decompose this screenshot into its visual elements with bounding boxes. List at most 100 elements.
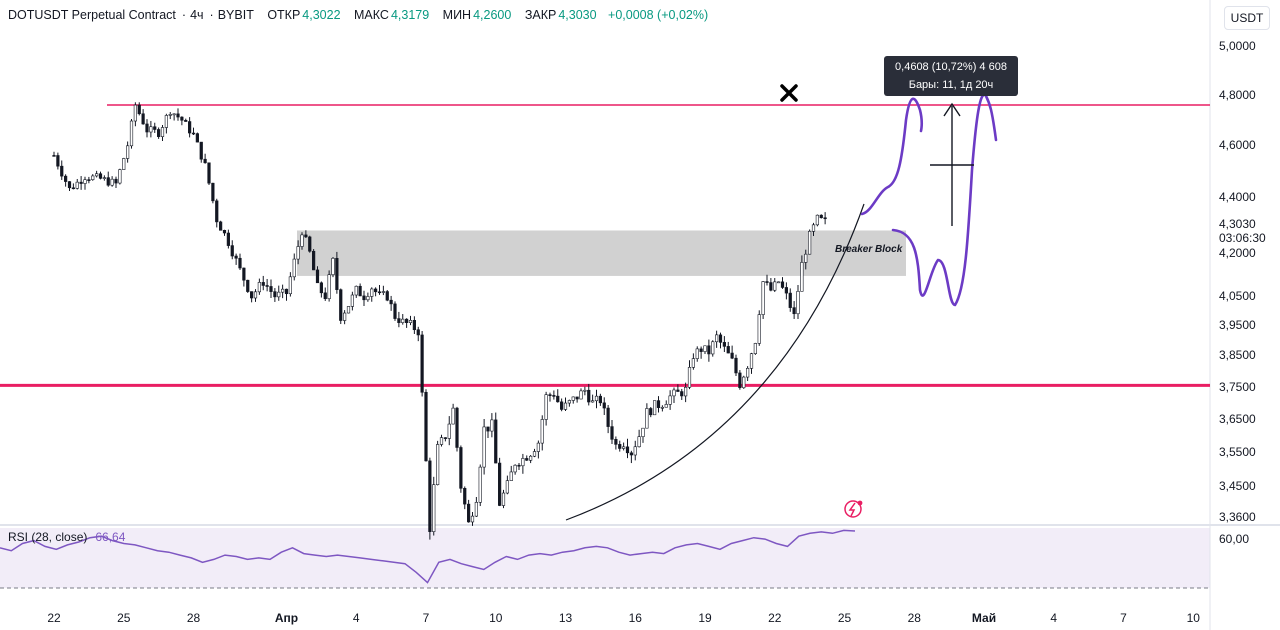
candle-body <box>374 288 378 293</box>
candle-body <box>687 367 692 388</box>
price-tick-label: 5,0000 <box>1219 39 1256 53</box>
candle-body <box>362 295 366 301</box>
low-label: МИН <box>442 8 472 22</box>
price-tick-label: 4,3030 <box>1219 217 1256 231</box>
candle-body <box>315 269 320 284</box>
currency-button[interactable]: USDT <box>1224 6 1270 30</box>
candle-body <box>715 334 719 343</box>
measure-line-1: 0,4608 (10,72%) 4 608 <box>895 61 1007 73</box>
candle-body <box>769 282 773 291</box>
candle-body <box>335 257 339 290</box>
price-tick-label: 3,8500 <box>1219 348 1256 362</box>
candle-body <box>598 395 602 404</box>
rsi-value: 66,64 <box>95 530 126 544</box>
candle-body <box>420 334 424 393</box>
candle-body <box>242 267 246 281</box>
candle-body <box>436 444 440 485</box>
exchange: BYBIT <box>217 8 254 22</box>
candle-body <box>618 444 622 449</box>
candle-body <box>742 376 746 389</box>
candle-body <box>548 394 552 396</box>
bolt-icon-dot <box>857 500 863 506</box>
candle-body <box>513 464 517 473</box>
time-tick-label: 22 <box>768 611 782 625</box>
candle-body <box>532 451 537 457</box>
price-tick-label: 3,4500 <box>1219 479 1256 493</box>
candle-body <box>234 255 238 259</box>
time-tick-label: 10 <box>489 611 503 625</box>
time-tick-label: Апр <box>275 611 298 625</box>
candle-body <box>207 162 211 184</box>
candle-body <box>269 286 273 292</box>
candle-body <box>153 126 157 130</box>
candle-body <box>653 400 657 416</box>
candle-body <box>79 181 83 184</box>
candle-body <box>517 464 521 467</box>
high-label: МАКС <box>354 8 389 22</box>
candle-body <box>672 389 676 397</box>
time-tick-label: 19 <box>698 611 712 625</box>
candle-body <box>296 246 300 260</box>
candle-body <box>649 408 653 416</box>
candle-body <box>83 179 87 184</box>
candle-body <box>451 407 455 425</box>
rsi-label: RSI (28, close) <box>8 530 88 544</box>
rsi-tick-label: 60,00 <box>1219 532 1249 546</box>
candle-body <box>71 187 75 190</box>
candle-body <box>606 407 610 427</box>
low-value: 4,2600 <box>473 8 512 22</box>
candle-body <box>211 182 215 202</box>
rsi-legend[interactable]: RSI (28, close) 66,64 <box>8 530 125 544</box>
candle-body <box>691 358 695 368</box>
candle-body <box>129 120 134 147</box>
symbol-name[interactable]: DOTUSDT Perpetual Contract <box>8 8 176 22</box>
candle-body <box>447 423 451 439</box>
candle-body <box>482 426 486 468</box>
candle-body <box>536 442 540 452</box>
price-tick-label: 3,7500 <box>1219 380 1256 394</box>
candle-body <box>540 419 544 444</box>
open-label: ОТКР <box>267 8 301 22</box>
candle-body <box>160 127 165 137</box>
candle-body <box>575 396 579 400</box>
candle-body <box>734 357 738 374</box>
time-tick-label: 28 <box>908 611 922 625</box>
candle-body <box>145 123 149 133</box>
interval[interactable]: 4ч <box>190 8 204 22</box>
curved-trendline <box>565 203 865 521</box>
candle-body <box>288 276 292 295</box>
candle-body <box>567 400 571 404</box>
candle-body <box>164 115 168 128</box>
candle-body <box>614 439 618 445</box>
candle-body <box>494 419 498 464</box>
candle-body <box>366 296 370 301</box>
candle-body <box>184 119 188 122</box>
candle-body <box>637 436 641 448</box>
candle-body <box>800 262 804 292</box>
candle-body <box>339 289 343 321</box>
candle-body <box>385 291 389 301</box>
candle-body <box>75 181 79 189</box>
candle-body <box>463 488 467 505</box>
candle-body <box>796 291 800 315</box>
projection-scribble-down <box>891 93 998 307</box>
candle-body <box>819 214 823 219</box>
candle-body <box>773 281 777 291</box>
candle-body <box>203 158 207 164</box>
time-tick-label: 10 <box>1187 611 1201 625</box>
candle-body <box>292 258 296 278</box>
candle-body <box>393 303 397 319</box>
candle-body <box>67 181 72 189</box>
candle-body <box>757 314 761 344</box>
candle-body <box>730 352 734 359</box>
candle-body <box>191 132 196 135</box>
candle-body <box>215 200 219 223</box>
candle-body <box>284 288 289 295</box>
candle-body <box>610 426 614 440</box>
candle-body <box>571 396 575 401</box>
close-x-icon <box>780 84 798 102</box>
price-tick-label: 4,0500 <box>1219 289 1256 303</box>
candle-body <box>358 285 362 297</box>
